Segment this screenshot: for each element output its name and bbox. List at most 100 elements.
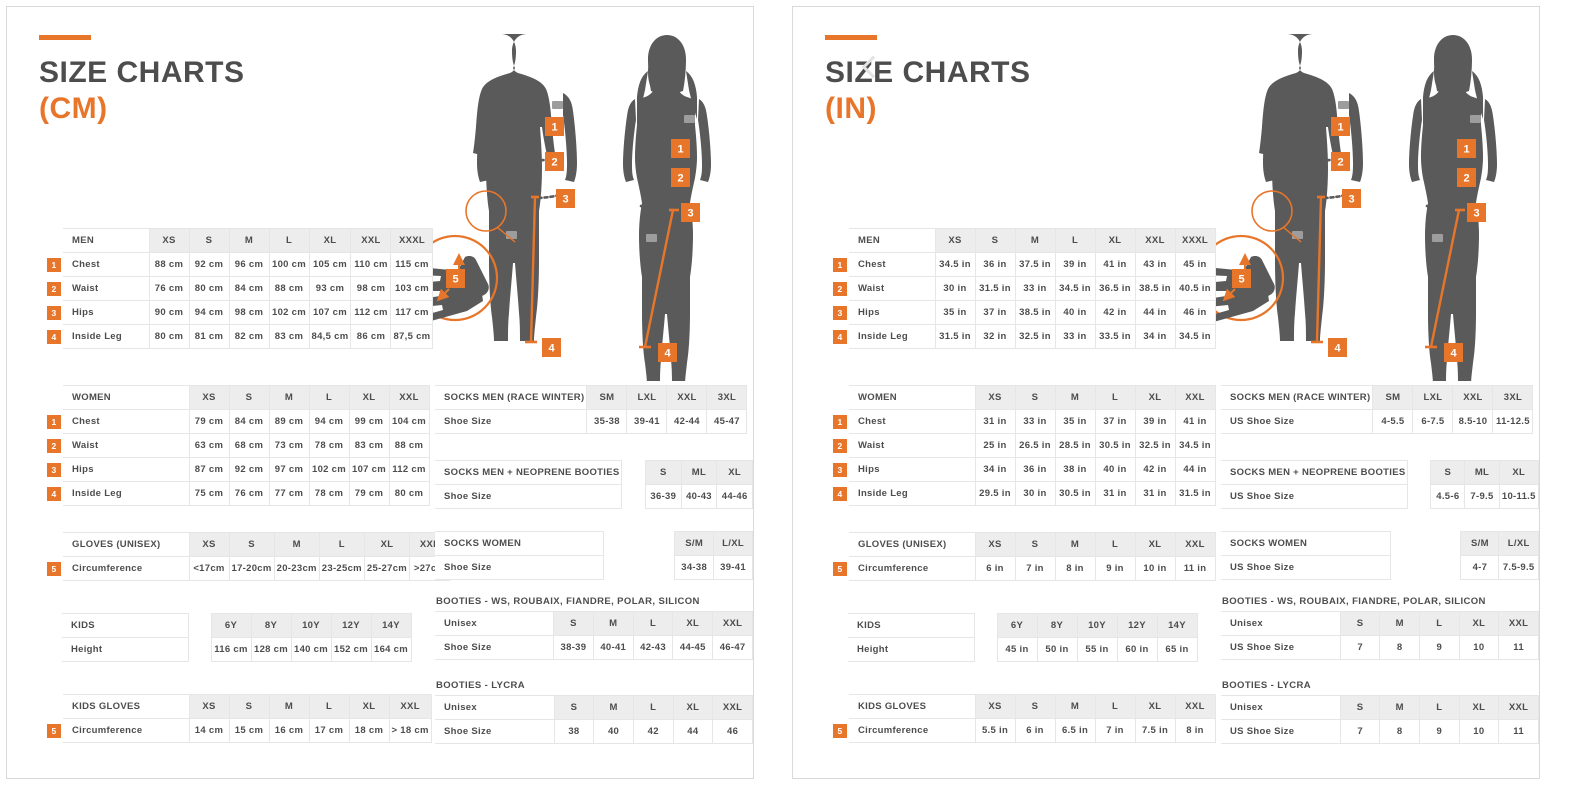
table-caption: Unisex bbox=[1221, 695, 1341, 720]
cell-value: 32.5 in bbox=[1134, 433, 1176, 458]
cell-value: 39-41 bbox=[713, 555, 753, 580]
cell-value: 76 cm bbox=[228, 481, 270, 506]
table-caption: SOCKS WOMEN bbox=[435, 531, 605, 556]
column-header: L bbox=[268, 228, 310, 253]
row-label: Circumference bbox=[849, 556, 976, 581]
table-row: US Shoe Size 4-7 7.5-9.5 bbox=[1221, 555, 1539, 580]
column-header: S bbox=[553, 611, 594, 636]
cell-value: 38 in bbox=[1054, 457, 1096, 482]
figure-marker-1: 1 bbox=[1457, 139, 1476, 158]
logo-patch-chest-female bbox=[684, 115, 695, 123]
column-header: S bbox=[188, 228, 230, 253]
svg-text:4: 4 bbox=[548, 343, 555, 355]
table-row: Height 45 in 50 in 55 in 60 in 65 in bbox=[848, 637, 1198, 662]
svg-text:1: 1 bbox=[677, 144, 683, 156]
table-row: 5 Circumference 14 cm 15 cm 16 cm 17 cm 18 cm >… bbox=[45, 718, 432, 743]
cell-value: 88 cm bbox=[388, 433, 430, 458]
row-marker: 1 bbox=[831, 410, 849, 434]
figure-marker-3: 3 bbox=[1467, 203, 1486, 222]
size-table: Unisex S M L XL XXL Shoe Size 38-39 40-41 42-43 44… bbox=[435, 611, 753, 660]
cell-value: 38 bbox=[553, 719, 595, 744]
row-marker: 5 bbox=[831, 557, 849, 581]
row-label: Shoe Size bbox=[435, 484, 623, 509]
table-row: 3 Hips 34 in 36 in 38 in 40 in 42 in 44 in bbox=[831, 457, 1216, 482]
figure-marker-5: 5 bbox=[446, 269, 465, 288]
row-marker: 4 bbox=[45, 482, 63, 506]
cell-value: 30 in bbox=[1014, 481, 1056, 506]
cell-value: 63 cm bbox=[188, 433, 230, 458]
column-header: XXL bbox=[712, 611, 753, 636]
figure-marker-2: 2 bbox=[1457, 168, 1476, 187]
cell-value: 112 cm bbox=[388, 457, 430, 482]
cell-value: 50 in bbox=[1036, 637, 1078, 662]
svg-text:1: 1 bbox=[1463, 144, 1469, 156]
row-marker: 3 bbox=[45, 458, 63, 482]
marker-badge: 4 bbox=[47, 486, 61, 501]
column-header: XS bbox=[188, 385, 230, 410]
cell-value: 60 in bbox=[1116, 637, 1158, 662]
row-marker: 5 bbox=[831, 719, 849, 743]
cell-value: 29.5 in bbox=[974, 481, 1016, 506]
cell-value: 83 cm bbox=[268, 324, 310, 349]
row-marker: 3 bbox=[45, 301, 63, 325]
row-label: Inside Leg bbox=[849, 324, 936, 349]
table-title: BOOTIES - LYCRA bbox=[1222, 680, 1312, 691]
cell-value: 78 cm bbox=[308, 433, 350, 458]
cell-value: 9 in bbox=[1094, 556, 1136, 581]
column-header: M bbox=[593, 695, 634, 720]
cell-value: 42 in bbox=[1134, 457, 1176, 482]
cell-value: 10 bbox=[1458, 635, 1500, 660]
table-row: Shoe Size 34-38 39-41 bbox=[435, 555, 753, 580]
cell-value: 79 cm bbox=[188, 409, 230, 434]
table-title: BOOTIES - WS, ROUBAIX, FIANDRE, POLAR, S… bbox=[1222, 596, 1486, 607]
table-row: 3 Hips 35 in 37 in 38.5 in 40 in 42 in 44 in 46 … bbox=[831, 300, 1216, 325]
marker-badge: 3 bbox=[833, 305, 847, 320]
logo-patch-chest-female bbox=[1470, 115, 1481, 123]
table-row: US Shoe Size 4.5-6 7-9.5 10-11.5 bbox=[1221, 484, 1539, 509]
marker-badge: 5 bbox=[833, 561, 847, 576]
cell-value: 81 cm bbox=[188, 324, 230, 349]
cell-value: 31.5 in bbox=[1174, 481, 1216, 506]
column-header: XXL bbox=[666, 385, 708, 410]
cell-value: 94 cm bbox=[188, 300, 230, 325]
row-marker: 5 bbox=[45, 719, 63, 743]
column-header: XXL bbox=[1174, 532, 1216, 557]
cell-value: 35 in bbox=[934, 300, 976, 325]
cell-value: 6 in bbox=[974, 556, 1016, 581]
column-header: XS bbox=[188, 532, 230, 557]
row-marker: 1 bbox=[45, 410, 63, 434]
column-header: XL bbox=[348, 385, 390, 410]
row-label: US Shoe Size bbox=[1221, 635, 1341, 660]
row-label: Circumference bbox=[63, 718, 190, 743]
female-hair bbox=[1434, 35, 1472, 93]
cell-value: 38-39 bbox=[553, 635, 594, 660]
column-header: S bbox=[228, 694, 270, 719]
male-silhouette bbox=[473, 34, 555, 341]
cell-value: 36-39 bbox=[644, 484, 682, 509]
marker-col-head bbox=[45, 533, 63, 557]
table-row: 4 Inside Leg 75 cm 76 cm 77 cm 78 cm 79 cm 80 c… bbox=[45, 481, 430, 506]
cell-value: 42-43 bbox=[632, 635, 674, 660]
figure-marker-4: 4 bbox=[542, 338, 561, 357]
socks-men-neoprene-table-wrap: SOCKS MEN + NEOPRENE BOOTIES S ML XL US Shoe… bbox=[1221, 460, 1539, 509]
svg-text:1: 1 bbox=[551, 122, 557, 134]
gloves-table-wrap: GLOVES (UNISEX) XS S M L XL XXL 5 Circumference <… bbox=[45, 532, 451, 581]
column-header: SM bbox=[586, 385, 628, 410]
booties-ws-table-wrap: BOOTIES - WS, ROUBAIX, FIANDRE, POLAR, S… bbox=[435, 596, 753, 660]
row-label: Waist bbox=[63, 276, 150, 301]
row-marker: 2 bbox=[45, 277, 63, 301]
marker-badge: 4 bbox=[47, 329, 61, 344]
figure-marker-3: 3 bbox=[1342, 189, 1361, 208]
figures-illustration: 1 2 3 4 1 2 3 4 5 bbox=[1191, 21, 1531, 381]
accent-rule bbox=[39, 35, 91, 40]
column-header: XXL bbox=[1498, 611, 1539, 636]
panel-header: SIZE CHARTS (IN) bbox=[825, 35, 1031, 126]
cell-value: 38.5 in bbox=[1014, 300, 1056, 325]
cell-value: 80 cm bbox=[188, 276, 230, 301]
marker-badge: 4 bbox=[833, 329, 847, 344]
column-header: SM bbox=[1372, 385, 1414, 410]
cell-value: 80 cm bbox=[148, 324, 190, 349]
cell-value: 46 in bbox=[1174, 300, 1216, 325]
cell-value: 7 bbox=[1339, 719, 1381, 744]
cell-value: 44-45 bbox=[672, 635, 714, 660]
